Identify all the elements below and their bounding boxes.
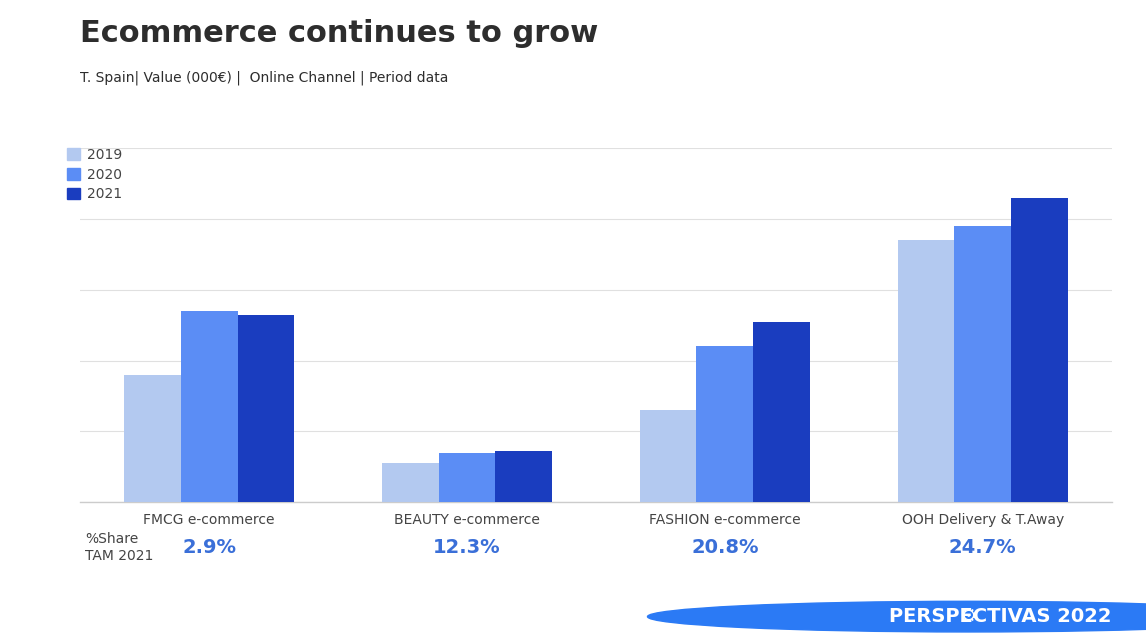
- Bar: [639, 410, 697, 502]
- Text: T. Spain| Value (000€) |  Online Channel | Period data: T. Spain| Value (000€) | Online Channel …: [80, 71, 448, 86]
- Text: 24.7%: 24.7%: [949, 538, 1017, 557]
- Bar: [439, 453, 495, 502]
- Bar: [495, 451, 552, 502]
- Text: KANTAR: KANTAR: [34, 603, 160, 630]
- Bar: [181, 311, 237, 502]
- Text: %Share
TAM 2021: %Share TAM 2021: [86, 533, 154, 562]
- Text: 20.8%: 20.8%: [691, 538, 759, 557]
- Circle shape: [647, 601, 1146, 632]
- Text: PERSPECTIVAS 2022: PERSPECTIVAS 2022: [889, 607, 1112, 626]
- Text: Source: consumer panel Spain, Worldpanel Division, Kantar: Source: consumer panel Spain, Worldpanel…: [206, 610, 579, 623]
- Text: 2.9%: 2.9%: [182, 538, 236, 557]
- Text: ⚙: ⚙: [959, 607, 978, 626]
- Bar: [697, 346, 753, 502]
- Bar: [382, 464, 439, 502]
- Bar: [1011, 198, 1068, 502]
- Bar: [753, 322, 810, 502]
- Bar: [897, 240, 955, 502]
- Text: Ecommerce continues to grow: Ecommerce continues to grow: [80, 19, 598, 48]
- Bar: [955, 226, 1011, 502]
- Bar: [237, 315, 295, 502]
- Text: 12.3%: 12.3%: [433, 538, 501, 557]
- Bar: [124, 375, 181, 502]
- Legend: 2019, 2020, 2021: 2019, 2020, 2021: [66, 148, 123, 201]
